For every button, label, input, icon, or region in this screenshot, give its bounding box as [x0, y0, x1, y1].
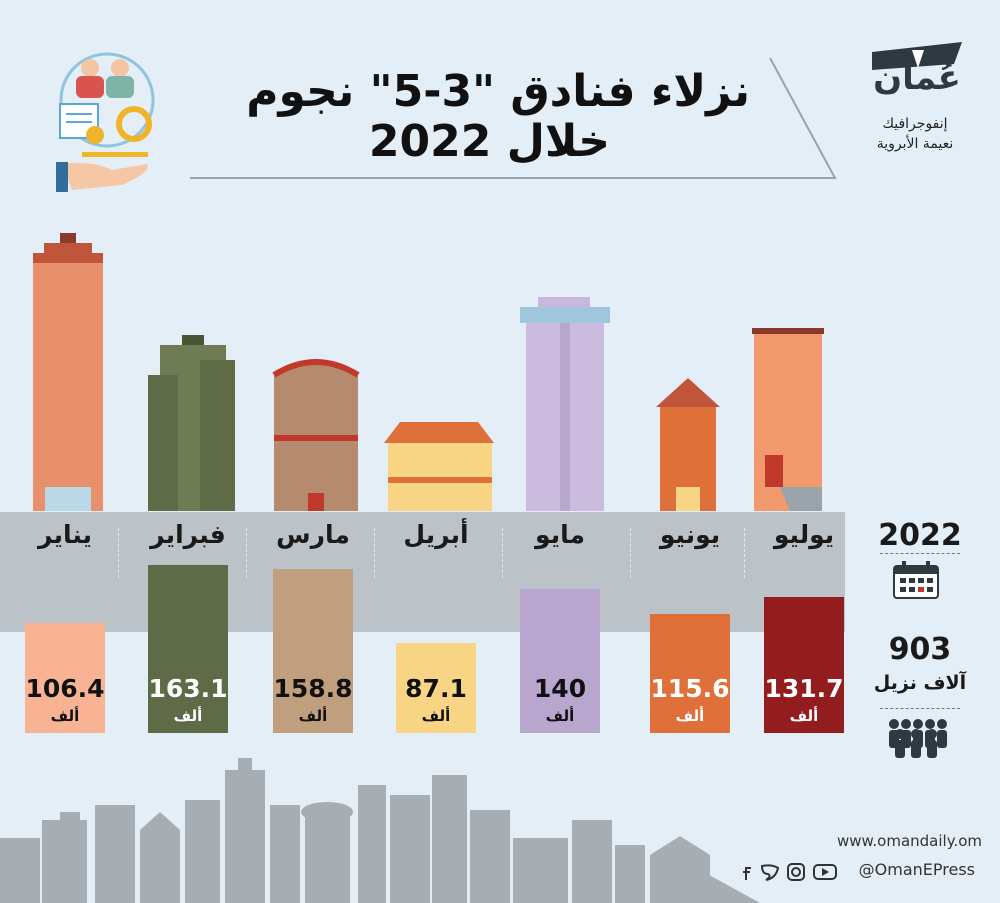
twitter-icon	[760, 864, 780, 881]
instagram-icon	[787, 863, 805, 881]
credit-line-2: نعيمة الأبروية	[876, 136, 954, 152]
unit-label-march: ألف	[298, 707, 328, 725]
month-divider	[246, 528, 248, 578]
unit-label-july: ألف	[789, 707, 819, 725]
month-divider	[374, 528, 376, 578]
unit-label-may: ألف	[545, 707, 575, 725]
unit-label-april: ألف	[421, 707, 451, 725]
month-label-march: مارس	[276, 520, 350, 549]
building-march	[272, 359, 360, 511]
building-april	[384, 422, 494, 511]
unit-label-february: ألف	[173, 707, 203, 725]
bar-january	[25, 623, 105, 733]
divider	[880, 553, 960, 554]
value-label-february: 163.1	[148, 674, 228, 703]
youtube-icon	[813, 864, 837, 880]
divider	[880, 708, 960, 709]
building-may	[520, 297, 610, 511]
oman-logo	[872, 42, 962, 70]
bar-may	[520, 588, 600, 733]
bar-april	[396, 643, 476, 733]
bar-july	[764, 597, 844, 733]
logo-text: عُمان	[873, 58, 961, 98]
building-february	[148, 335, 235, 511]
hotel-guests-icon	[56, 52, 155, 192]
value-label-april: 87.1	[405, 674, 467, 703]
credit-line-1: إنفوجرافيك	[882, 116, 948, 132]
total-value: 903	[888, 632, 952, 667]
calendar-icon	[893, 561, 939, 599]
social-handle[interactable]: @OmanEPress	[858, 860, 975, 879]
building-illustrations	[33, 233, 824, 511]
month-band	[0, 512, 845, 632]
title-line-1: نزلاء فنادق "3-5" نجوم	[246, 66, 750, 117]
unit-label-january: ألف	[50, 707, 80, 725]
building-january	[33, 233, 103, 511]
value-label-january: 106.4	[25, 674, 105, 703]
people-group-icon	[889, 719, 947, 758]
building-june	[656, 378, 720, 511]
month-divider	[502, 528, 504, 578]
month-label-january: يناير	[38, 520, 92, 549]
value-label-june: 115.6	[650, 674, 730, 703]
month-divider	[744, 528, 746, 578]
month-label-july: يوليو	[773, 520, 835, 549]
bar-february	[148, 565, 228, 733]
facebook-icon	[743, 867, 751, 880]
social-icons	[743, 863, 837, 881]
bar-june	[650, 613, 730, 733]
month-label-may: مايو	[535, 520, 585, 549]
month-divider	[630, 528, 632, 578]
title-banner	[190, 57, 837, 179]
bar-march	[273, 569, 353, 733]
value-label-march: 158.8	[273, 674, 353, 703]
month-label-june: يونيو	[659, 520, 721, 549]
year-label: 2022	[878, 518, 962, 553]
month-label-april: أبريل	[403, 520, 469, 549]
building-july	[752, 328, 824, 511]
unit-label-june: ألف	[675, 707, 705, 725]
month-divider	[118, 528, 120, 578]
website-link[interactable]: www.omandaily.om	[836, 832, 982, 850]
value-label-may: 140	[533, 674, 587, 703]
value-label-july: 131.7	[764, 674, 844, 703]
total-unit: آلاف نزيل	[873, 672, 967, 694]
title-line-2: خلال 2022	[368, 116, 610, 167]
month-label-february: فبراير	[150, 520, 226, 549]
